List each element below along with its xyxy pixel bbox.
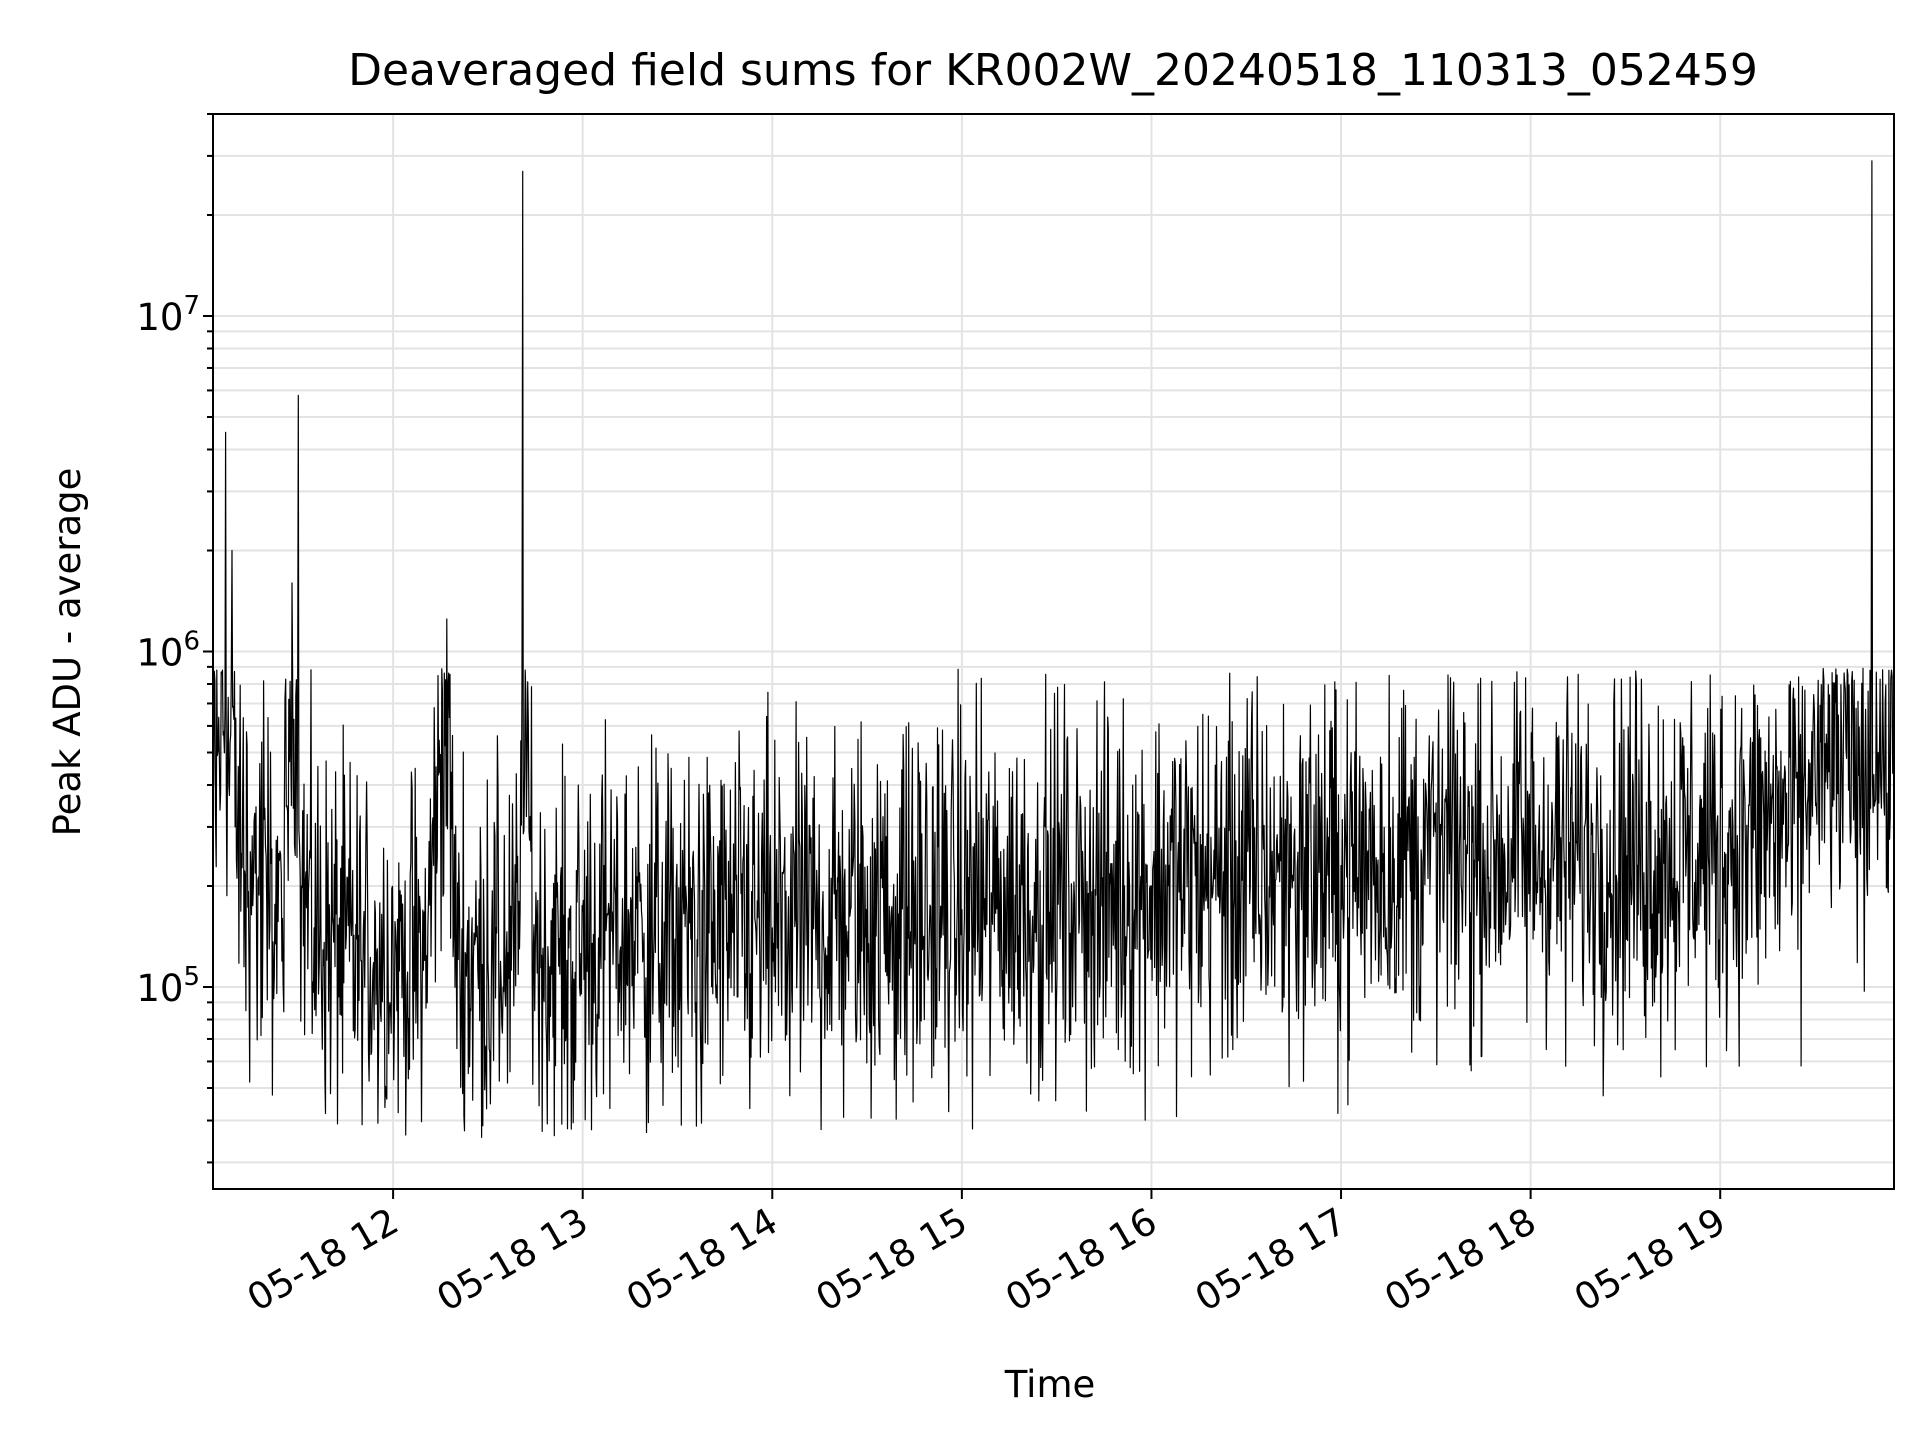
y-tick-label: 107 <box>136 291 200 339</box>
y-axis: 105 106 107 <box>136 113 213 1164</box>
y-axis-label: Peak ADU - average <box>46 468 89 837</box>
y-tick-label: 105 <box>136 962 200 1010</box>
chart-title: Deaveraged field sums for KR002W_2024051… <box>348 45 1758 96</box>
x-axis-label: Time <box>1004 1363 1096 1406</box>
series-line <box>212 160 1895 1138</box>
y-tick-label: 106 <box>136 627 200 675</box>
plot-area <box>212 160 1895 1138</box>
